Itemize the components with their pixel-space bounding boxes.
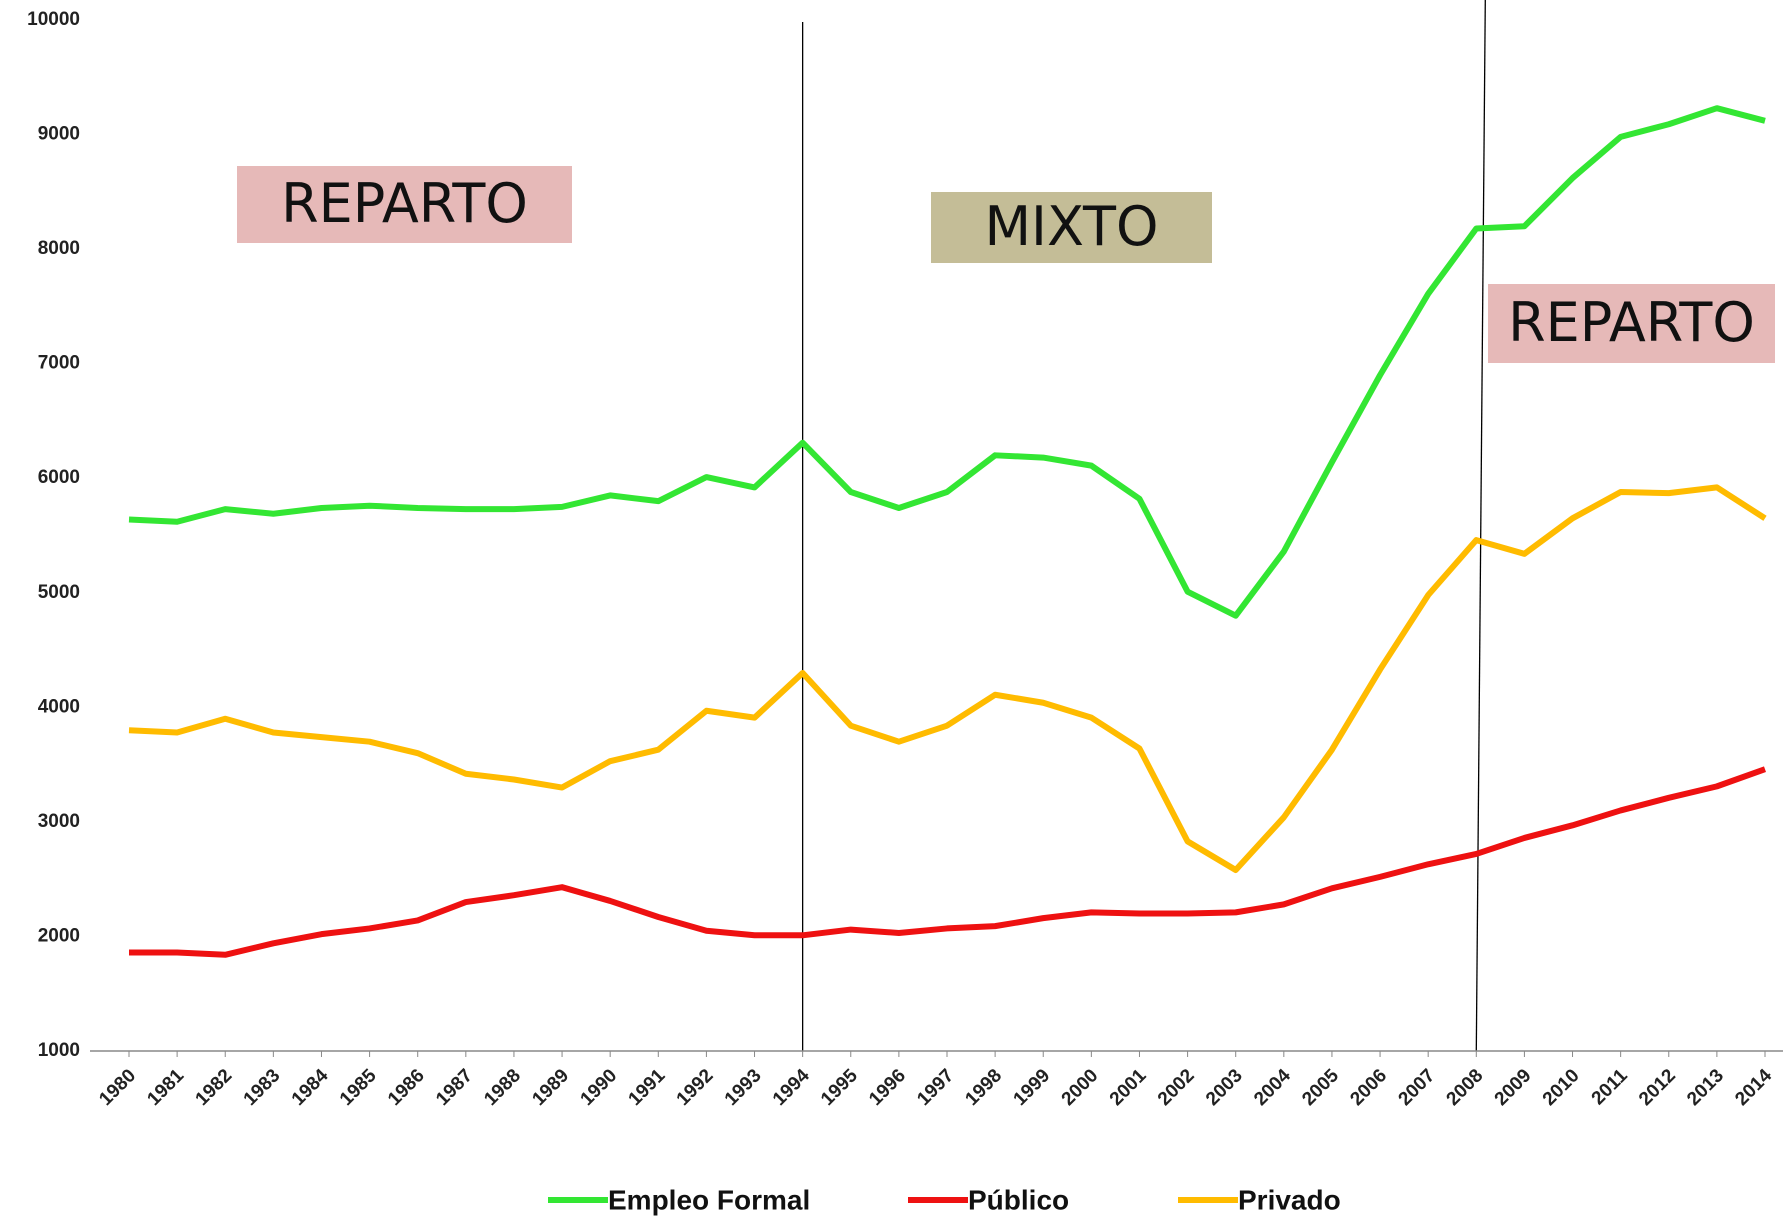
x-tick-label: 1986 [384, 1065, 429, 1110]
annotation-box [237, 166, 572, 243]
y-tick-label: 10000 [27, 9, 80, 30]
x-tick-label: 2004 [1250, 1065, 1295, 1110]
x-tick-label: 1988 [480, 1065, 525, 1110]
series-line [128, 105, 1766, 619]
x-tick-label: 1991 [625, 1065, 670, 1110]
x-tick-label: 2014 [1731, 1065, 1776, 1110]
x-tick-label: 1997 [913, 1065, 958, 1110]
legend-label: Empleo Formal [608, 1184, 810, 1215]
x-tick-label: 1998 [961, 1065, 1006, 1110]
y-tick-label: 6000 [38, 467, 80, 488]
x-tick-label: 1999 [1010, 1065, 1055, 1110]
y-tick-label: 8000 [38, 238, 80, 259]
x-tick-label: 2000 [1058, 1065, 1103, 1110]
x-tick-label: 2007 [1395, 1065, 1440, 1110]
x-tick-label: 1987 [432, 1065, 477, 1110]
x-tick-label: 1994 [769, 1065, 814, 1110]
series-line [128, 484, 1767, 874]
x-tick-label: 1982 [192, 1065, 237, 1110]
annotation-box [931, 192, 1212, 263]
x-tick-label: 2002 [1154, 1065, 1199, 1110]
x-tick-label: 1980 [95, 1065, 140, 1110]
x-tick-label: 2011 [1588, 1065, 1632, 1109]
x-tick-label: 2008 [1443, 1065, 1488, 1110]
x-tick-label: 1990 [577, 1065, 622, 1110]
x-tick-label: 1981 [143, 1065, 188, 1110]
annotation-label: MIXTO [984, 195, 1158, 258]
period-divider [1475, 0, 1486, 1052]
x-tick-label: 1984 [288, 1065, 333, 1110]
x-tick-label: 1993 [721, 1065, 766, 1110]
x-tick-label: 1985 [336, 1065, 381, 1110]
x-tick-label: 1983 [240, 1065, 285, 1110]
x-tick-label: 1989 [528, 1065, 573, 1110]
annotation-label: REPARTO [1508, 291, 1755, 354]
y-tick-label: 2000 [38, 925, 80, 946]
y-tick-label: 9000 [38, 124, 80, 145]
y-tick-label: 3000 [38, 811, 80, 832]
x-tick-label: 2009 [1491, 1065, 1536, 1110]
y-tick-label: 7000 [38, 353, 80, 374]
annotation-box [1488, 284, 1775, 363]
y-tick-label: 1000 [38, 1040, 80, 1061]
x-tick-label: 2012 [1635, 1065, 1680, 1110]
x-tick-label: 2001 [1106, 1065, 1151, 1110]
x-tick-label: 1992 [673, 1065, 718, 1110]
y-tick-label: 5000 [38, 582, 80, 603]
x-tick-label: 1995 [817, 1065, 862, 1110]
x-tick-label: 2003 [1202, 1065, 1247, 1110]
legend-label: Público [968, 1184, 1069, 1215]
x-tick-label: 1996 [865, 1065, 910, 1110]
x-tick-label: 2013 [1683, 1065, 1728, 1110]
annotation-label: REPARTO [281, 172, 528, 235]
x-tick-label: 2010 [1539, 1065, 1584, 1110]
legend-label: Privado [1238, 1184, 1341, 1215]
x-tick-label: 2006 [1346, 1065, 1391, 1110]
series-line [129, 766, 1767, 958]
x-tick-label: 2005 [1298, 1065, 1343, 1110]
y-tick-label: 4000 [38, 696, 80, 717]
